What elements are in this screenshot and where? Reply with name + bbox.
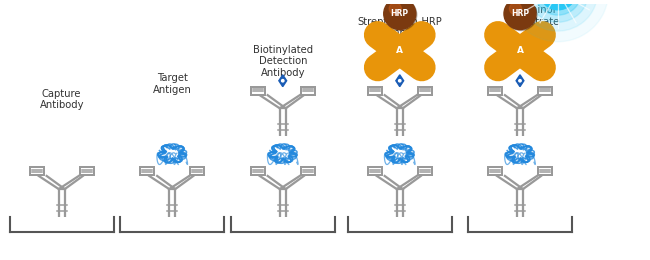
Text: Target
Antigen: Target Antigen	[153, 73, 192, 95]
Text: Capture
Antibody: Capture Antibody	[40, 89, 84, 110]
Bar	[488, 87, 502, 95]
Circle shape	[540, 0, 576, 10]
Circle shape	[385, 0, 417, 30]
Bar	[538, 167, 552, 175]
Polygon shape	[396, 75, 404, 87]
Circle shape	[389, 3, 401, 15]
Bar	[418, 167, 432, 175]
Text: A: A	[396, 46, 403, 55]
Circle shape	[527, 0, 589, 22]
Circle shape	[519, 0, 597, 31]
Circle shape	[504, 0, 536, 29]
Circle shape	[281, 80, 284, 82]
Bar	[368, 167, 382, 175]
Bar	[488, 167, 502, 175]
Bar	[301, 167, 315, 175]
Bar	[368, 87, 382, 95]
Circle shape	[508, 0, 608, 42]
Circle shape	[519, 80, 521, 82]
Text: HRP: HRP	[511, 9, 529, 18]
Circle shape	[534, 0, 581, 15]
Bar	[538, 87, 552, 95]
Text: HRP: HRP	[391, 9, 409, 18]
Bar	[30, 167, 44, 175]
Circle shape	[548, 0, 568, 2]
Text: Streptavidin-HRP
Complex: Streptavidin-HRP Complex	[358, 17, 442, 38]
Circle shape	[398, 80, 401, 82]
Bar	[418, 87, 432, 95]
Polygon shape	[279, 75, 287, 87]
Bar	[251, 87, 265, 95]
Bar	[251, 167, 265, 175]
Circle shape	[510, 3, 521, 15]
Text: A: A	[517, 46, 523, 55]
Circle shape	[384, 0, 416, 29]
Polygon shape	[516, 75, 524, 87]
Bar	[301, 87, 315, 95]
Bar	[190, 167, 204, 175]
Bar	[80, 167, 94, 175]
Bar	[140, 167, 154, 175]
Circle shape	[505, 0, 537, 30]
Text: Luminol
Substrate: Luminol Substrate	[512, 5, 560, 27]
Text: Biotinylated
Detection
Antibody: Biotinylated Detection Antibody	[253, 44, 313, 78]
